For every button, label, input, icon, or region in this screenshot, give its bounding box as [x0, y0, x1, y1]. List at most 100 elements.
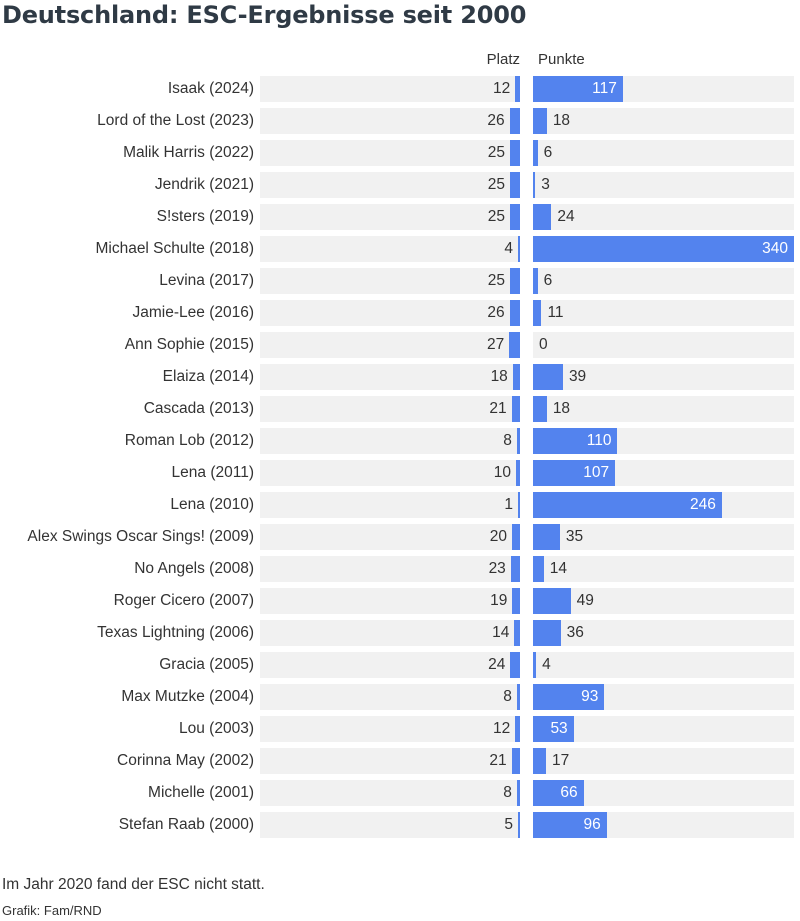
platz-bar [516, 460, 520, 486]
punkte-bar [533, 588, 571, 614]
platz-row-background [260, 748, 520, 774]
category-label: No Angels (2008) [134, 560, 254, 577]
platz-row-background [260, 716, 520, 742]
chart-row: Michelle (2001) 8 66 [0, 780, 800, 806]
platz-row-background [260, 620, 520, 646]
punkte-row-background [533, 300, 794, 326]
platz-value-label: 8 [503, 688, 512, 705]
punkte-value-label: 110 [586, 432, 612, 449]
category-label: Cascada (2013) [143, 400, 254, 417]
platz-row-background [260, 396, 520, 422]
punkte-bar [533, 108, 547, 134]
punkte-bar [533, 492, 722, 518]
platz-bar [514, 620, 520, 646]
chart-row: Gracia (2005) 24 4 [0, 652, 800, 678]
chart-row: Stefan Raab (2000) 5 96 [0, 812, 800, 838]
platz-bar [510, 172, 520, 198]
platz-row-background [260, 332, 520, 358]
category-label: Michael Schulte (2018) [95, 240, 254, 257]
chart-row: Malik Harris (2022) 25 6 [0, 140, 800, 166]
platz-value-label: 20 [489, 528, 507, 545]
category-label: Isaak (2024) [167, 80, 254, 97]
platz-value-label: 14 [492, 624, 510, 641]
chart-row: Levina (2017) 25 6 [0, 268, 800, 294]
chart-row: Lord of the Lost (2023) 26 18 [0, 108, 800, 134]
punkte-row-background [533, 108, 794, 134]
punkte-value-label: 0 [539, 336, 548, 353]
category-label: Roger Cicero (2007) [113, 592, 254, 609]
punkte-value-label: 66 [560, 784, 578, 801]
punkte-bar [533, 140, 538, 166]
punkte-value-label: 6 [543, 144, 553, 161]
platz-value-label: 5 [504, 816, 513, 833]
platz-bar [511, 748, 520, 774]
platz-row-background [260, 684, 520, 710]
platz-row-background [260, 556, 520, 582]
punkte-row-background [533, 172, 794, 198]
platz-row-background [260, 204, 520, 230]
punkte-value-label: 3 [541, 176, 550, 193]
chart-row: Alex Swings Oscar Sings! (2009) 20 35 [0, 524, 800, 550]
platz-value-label: 26 [487, 304, 505, 321]
platz-bar [510, 556, 520, 582]
category-label: Elaiza (2014) [162, 368, 254, 385]
punkte-value-label: 39 [568, 368, 587, 385]
punkte-row-background [533, 364, 794, 390]
platz-bar [509, 108, 520, 134]
platz-row-background [260, 236, 520, 262]
chart-title: Deutschland: ESC-Ergebnisse seit 2000 [2, 1, 527, 29]
punkte-value-label: 93 [581, 688, 599, 705]
category-label: Corinna May (2002) [117, 752, 254, 769]
punkte-value-label: 17 [552, 752, 570, 769]
punkte-bar [533, 428, 618, 454]
punkte-bar [533, 780, 584, 806]
punkte-row-background [533, 620, 794, 646]
punkte-bar [533, 748, 547, 774]
punkte-bar [533, 204, 552, 230]
platz-value-label: 12 [492, 720, 511, 737]
punkte-row-background [533, 748, 794, 774]
platz-row-background [260, 812, 520, 838]
platz-value-label: 23 [488, 560, 506, 577]
chart-row: Cascada (2013) 21 18 [0, 396, 800, 422]
punkte-value-label: 18 [552, 400, 571, 417]
category-label: Levina (2017) [159, 272, 254, 289]
category-label: Lord of the Lost (2023) [97, 112, 254, 129]
platz-row-background [260, 492, 520, 518]
platz-value-label: 4 [504, 240, 513, 257]
platz-value-label: 25 [487, 272, 505, 289]
punkte-value-label: 117 [592, 80, 617, 97]
platz-value-label: 27 [486, 336, 505, 353]
punkte-bar [533, 652, 537, 678]
platz-row-background [260, 588, 520, 614]
category-label: Lena (2011) [171, 464, 254, 481]
platz-row-background [260, 652, 520, 678]
platz-row-background [260, 76, 520, 102]
chart-row: Elaiza (2014) 18 39 [0, 364, 800, 390]
punkte-bar [533, 812, 607, 838]
chart-row: Corinna May (2002) 21 17 [0, 748, 800, 774]
punkte-bar [533, 172, 536, 198]
platz-bar [510, 204, 520, 230]
chart-row: Max Mutzke (2004) 8 93 [0, 684, 800, 710]
platz-row-background [260, 140, 520, 166]
category-label: Jamie-Lee (2016) [132, 304, 254, 321]
chart-row: Jendrik (2021) 25 3 [0, 172, 800, 198]
category-label: Stefan Raab (2000) [118, 816, 254, 833]
punkte-bar [533, 236, 794, 262]
platz-value-label: 26 [487, 112, 505, 129]
punkte-bar [533, 524, 560, 550]
platz-row-background [260, 268, 520, 294]
chart-row: Jamie-Lee (2016) 26 11 [0, 300, 800, 326]
column-header-platz: Platz [486, 51, 520, 68]
column-header-punkte: Punkte [538, 51, 585, 68]
footnote: Im Jahr 2020 fand der ESC nicht statt. [2, 876, 265, 893]
punkte-bar [533, 396, 547, 422]
category-label: Malik Harris (2022) [123, 144, 254, 161]
category-label: Ann Sophie (2015) [124, 336, 254, 353]
platz-row-background [260, 460, 520, 486]
chart-row: Lena (2010) 1 246 [0, 492, 800, 518]
platz-value-label: 21 [489, 752, 507, 769]
platz-bar [509, 300, 520, 326]
punkte-row-background [533, 524, 794, 550]
